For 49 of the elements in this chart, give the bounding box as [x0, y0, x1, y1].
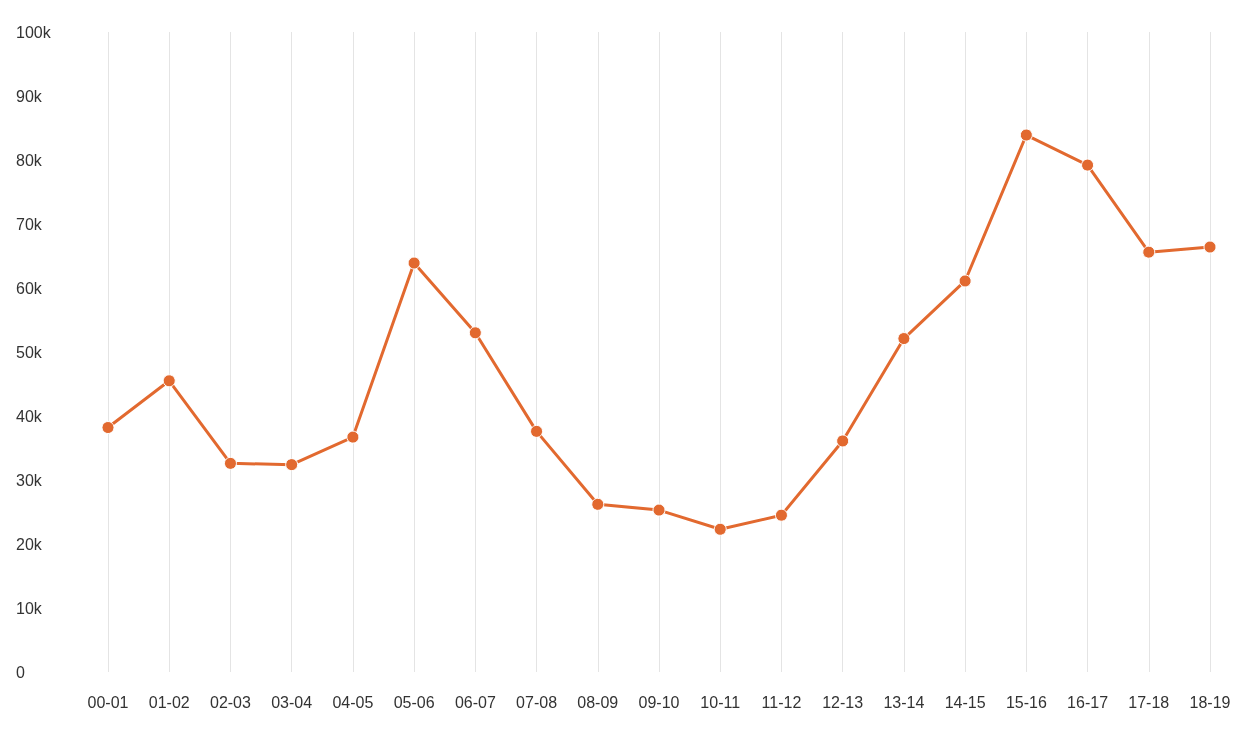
point [1081, 158, 1095, 172]
point [1203, 240, 1217, 254]
x-tick-label: 18-19 [1189, 693, 1231, 711]
x-tick-label: 14-15 [944, 693, 986, 711]
x-tick-label: 11-12 [761, 693, 802, 711]
x-tick-label: 05-06 [393, 693, 435, 711]
y-tick-label: 70k [16, 215, 43, 233]
point [1019, 128, 1033, 142]
x-tick-label: 00-01 [87, 693, 129, 711]
x-tick-label: 01-02 [148, 693, 190, 711]
x-tick-label: 02-03 [209, 693, 252, 711]
y-tick-label: 90k [16, 87, 43, 105]
x-tick-label: 04-05 [332, 693, 374, 711]
point [285, 458, 299, 472]
point [774, 508, 788, 522]
x-tick-label: 03-04 [271, 693, 313, 711]
x-tick-label: 12-13 [822, 693, 864, 711]
point [407, 256, 421, 270]
x-tick-label: 13-14 [883, 693, 925, 711]
y-tick-label: 50k [16, 343, 43, 361]
x-tick-label: 09-10 [638, 693, 680, 711]
x-tick-label: 17-18 [1128, 693, 1170, 711]
y-tick-label: 60k [16, 279, 43, 297]
point [591, 497, 605, 511]
y-tick-label: 10k [16, 599, 43, 617]
point [530, 424, 544, 438]
point [223, 456, 237, 470]
point [836, 434, 850, 448]
point [652, 503, 666, 517]
x-tick-label: 16-17 [1067, 693, 1109, 711]
point [162, 374, 176, 388]
x-tick-label: 06-07 [454, 693, 496, 711]
point [713, 522, 727, 536]
point [897, 332, 911, 346]
x-tick-label: 10-11 [700, 693, 741, 711]
y-tick-label: 0 [16, 663, 25, 681]
y-tick-label: 80k [16, 151, 43, 169]
point [101, 421, 115, 435]
point [468, 326, 482, 340]
y-tick-label: 100k [16, 23, 52, 41]
point [346, 430, 360, 444]
x-tick-label: 08-09 [577, 693, 619, 711]
y-tick-label: 40k [16, 407, 43, 425]
point [1142, 245, 1156, 259]
x-tick-label: 15-16 [1005, 693, 1047, 711]
y-tick-label: 20k [16, 535, 43, 553]
x-tick-label: 07-08 [516, 693, 558, 711]
point [958, 274, 972, 288]
y-tick-label: 30k [16, 471, 43, 489]
